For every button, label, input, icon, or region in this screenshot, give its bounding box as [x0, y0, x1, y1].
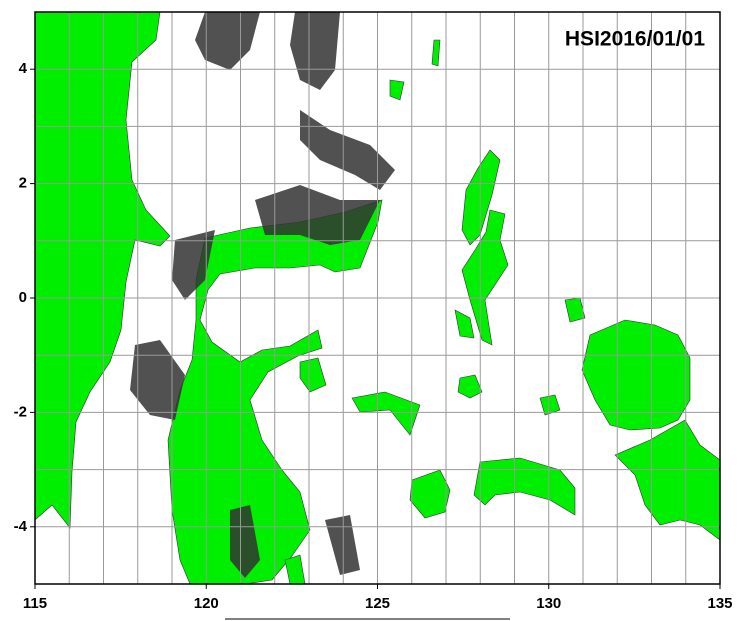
cloud [195, 12, 260, 70]
island [285, 555, 305, 584]
x-tick-label: 115 [23, 595, 47, 612]
cloud [325, 515, 360, 575]
island [565, 298, 585, 322]
map-figure: HSI2016/01/01 115 120 125 130 135 4 2 0 -2 -4 [0, 0, 740, 621]
x-tick-label: 125 [365, 595, 390, 612]
cloud [290, 12, 340, 90]
y-tick-label: 2 [19, 175, 27, 192]
x-tick-label: 120 [194, 595, 219, 612]
island [352, 392, 420, 435]
island [390, 80, 404, 100]
cloud [300, 110, 395, 190]
papua-south [615, 420, 720, 540]
y-tick-label: -4 [14, 518, 28, 535]
x-tick-label: 135 [707, 595, 732, 612]
y-tick-label: -2 [14, 403, 27, 420]
papua [582, 320, 690, 430]
x-tick-label: 130 [536, 595, 561, 612]
island [455, 310, 474, 338]
seram [474, 458, 575, 515]
map-title: HSI2016/01/01 [565, 28, 705, 51]
borneo [35, 12, 170, 528]
island [300, 358, 326, 392]
buru [410, 470, 450, 518]
y-tick-label: 0 [19, 289, 27, 306]
island [458, 375, 482, 398]
y-tick-label: 4 [19, 60, 28, 77]
island [432, 40, 440, 66]
